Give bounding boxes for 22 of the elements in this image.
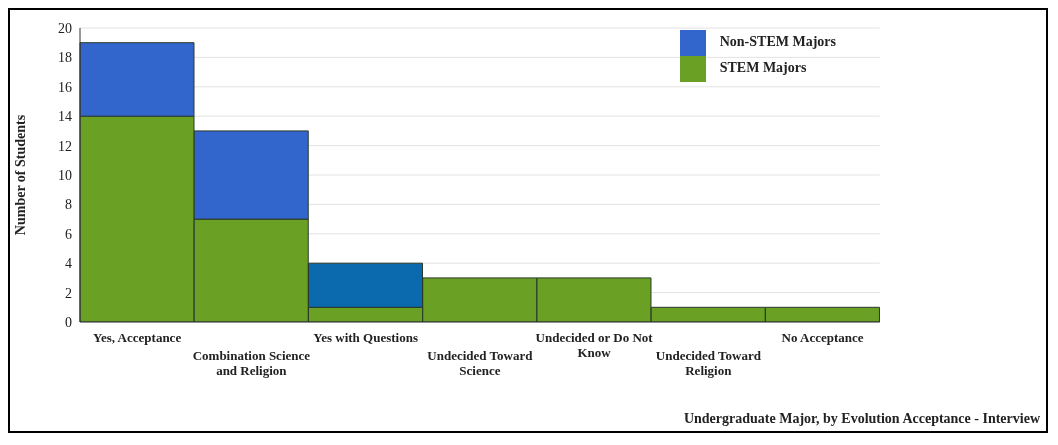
y-tick-label: 20 [58,20,72,36]
y-tick-label: 14 [58,109,72,125]
y-tick-label: 12 [58,138,72,154]
x-tick-label: Combination Science and Religion [192,348,311,378]
y-tick-label: 10 [58,167,72,183]
legend-label: Non-STEM Majors [719,34,836,50]
legend-label: STEM Majors [719,60,807,76]
y-tick-label: 6 [65,226,72,242]
x-tick-label: No Acceptance [781,330,864,345]
y-tick-label: 16 [58,79,72,95]
y-tick-label: 2 [65,285,72,301]
x-tick-label: Yes, Acceptance [93,330,182,345]
x-tick-label: Undecided or Do Not Know [535,330,654,360]
x-axis-title: Undergraduate Major, by Evolution Acceptance - Interview [683,411,1040,427]
y-tick-label: 18 [58,50,72,66]
x-tick-label: Yes with Questions [313,330,418,345]
x-tick-label: Undecided Toward Science [427,348,534,378]
y-tick-label: 0 [65,314,72,330]
y-tick-label: 4 [65,256,72,272]
y-tick-label: 8 [65,197,72,213]
x-tick-label: Undecided Toward Religion [655,348,762,378]
y-axis-title: Number of Students [12,114,28,236]
